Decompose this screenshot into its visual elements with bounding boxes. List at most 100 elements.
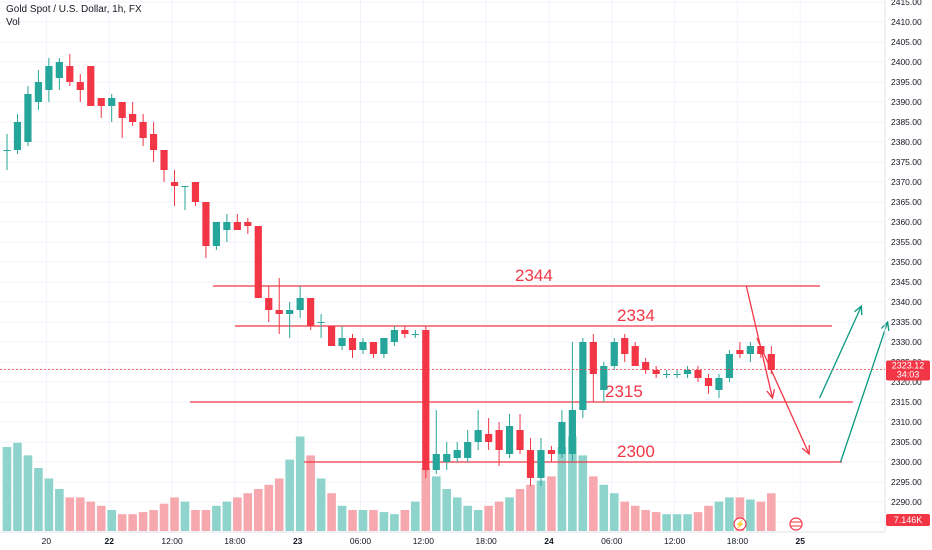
candle-body: [191, 182, 200, 202]
last-price-value: 2323.12: [892, 361, 925, 371]
candle-body: [338, 338, 346, 346]
volume-bar: [379, 512, 389, 531]
down-arrow-line: [745, 285, 774, 399]
level-label: 2344: [515, 266, 553, 285]
y-tick-label: 2375.00: [891, 157, 922, 167]
candle-body: [76, 82, 84, 90]
candle-body: [129, 114, 137, 122]
candle-body: [265, 298, 273, 310]
volume-badge: [886, 514, 930, 526]
candle-body: [642, 362, 650, 370]
volume-bar: [2, 447, 12, 531]
candle-body: [516, 430, 524, 450]
candle-body: [327, 326, 336, 346]
y-tick-label: 2380.00: [891, 137, 922, 147]
x-tick-label: 23: [293, 536, 303, 546]
volume-bar: [505, 497, 514, 531]
volume-bar: [34, 468, 43, 531]
candle-body: [579, 342, 587, 410]
volume-bar: [170, 497, 179, 531]
candle-body: [348, 338, 357, 350]
volume-bar: [233, 497, 242, 531]
x-tick-label: 20: [42, 536, 52, 546]
candle-body: [359, 342, 367, 350]
candle-body: [652, 370, 660, 374]
candle-body: [495, 430, 503, 450]
volume-bar: [212, 505, 221, 531]
x-tick-label: 25: [796, 536, 806, 546]
volume-bar: [557, 447, 567, 531]
y-tick-label: 2330.00: [891, 337, 922, 347]
candle-body: [369, 342, 378, 354]
volume-bar: [526, 484, 535, 531]
volume-bar: [159, 503, 169, 531]
candle-body: [24, 94, 32, 142]
volume-bar: [547, 476, 556, 531]
candle-body: [694, 370, 702, 378]
time-axis[interactable]: 20 22 12:00 18:00 23 06:00 12:00 18:00 24 06:00 12…: [0, 531, 885, 546]
candle-body: [526, 450, 535, 478]
y-tick-label: 2345.00: [891, 277, 922, 287]
last-price-badge: [886, 360, 930, 381]
volume-bar: [767, 493, 776, 531]
candle-body: [202, 202, 210, 246]
candle-body: [108, 98, 116, 106]
candle-body: [118, 102, 126, 118]
candle-body: [317, 322, 325, 323]
volume-bar: [65, 497, 75, 531]
volume-bar: [536, 480, 546, 531]
event-flash-icon: ⚡: [735, 519, 745, 529]
volume-bar: [13, 442, 22, 531]
price-axis[interactable]: 2415.00 2410.00 2405.00 2400.00 2395.00 2390.…: [884, 0, 922, 532]
y-tick-label: 2320.00: [891, 377, 922, 387]
candle-body: [746, 346, 754, 354]
volume-bar: [589, 476, 598, 531]
candle-body: [307, 298, 315, 326]
event-flash-icon: [733, 517, 747, 531]
volume-bar: [683, 514, 692, 531]
volume-bar: [358, 510, 368, 531]
candle-body: [443, 454, 451, 462]
y-tick-label: 2405.00: [891, 37, 922, 47]
projection-arrows[interactable]: [745, 285, 890, 463]
symbol-title[interactable]: Gold Spot / U.S. Dollar, 1h, FX: [6, 4, 142, 15]
y-tick-label: 2415.00: [891, 0, 922, 7]
volume-bar: [442, 489, 452, 531]
candle-body: [254, 226, 262, 298]
volume-bar: [369, 510, 378, 531]
horizontal-levels[interactable]: 2344 2334 2315 2300: [190, 266, 853, 463]
down-arrow-line: [756, 337, 810, 455]
y-tick-label: 2310.00: [891, 417, 922, 427]
up-arrowhead: [854, 304, 863, 316]
volume-bar: [651, 512, 661, 531]
y-tick-label: 2400.00: [891, 57, 922, 67]
y-tick-label: 2370.00: [891, 177, 922, 187]
x-tick-label: 06:00: [350, 536, 372, 546]
x-tick-label: 06:00: [601, 536, 623, 546]
candle-body: [411, 334, 419, 335]
y-tick-label: 2335.00: [891, 317, 922, 327]
y-tick-label: 2305.00: [891, 437, 922, 447]
volume-bar: [306, 455, 315, 531]
candle-body: [485, 434, 493, 442]
candle-body: [233, 222, 241, 230]
candle-body: [715, 378, 723, 390]
candle-body: [631, 346, 639, 366]
candle-body: [13, 122, 22, 150]
volume-bar: [149, 510, 158, 531]
volume-bar: [222, 501, 232, 531]
volume-bar: [138, 512, 148, 531]
candle-body: [87, 66, 95, 106]
candle-body: [380, 338, 388, 354]
candle-body: [149, 134, 158, 150]
volume-bar: [672, 514, 682, 531]
volume-bar: [117, 514, 127, 531]
candle-body: [296, 298, 304, 310]
candle-body: [474, 430, 482, 442]
volume-bar: [515, 489, 525, 531]
volume-bar: [44, 478, 54, 531]
volume-bar: [568, 436, 577, 531]
candle-body: [97, 98, 105, 106]
volume-bar: [735, 497, 745, 531]
